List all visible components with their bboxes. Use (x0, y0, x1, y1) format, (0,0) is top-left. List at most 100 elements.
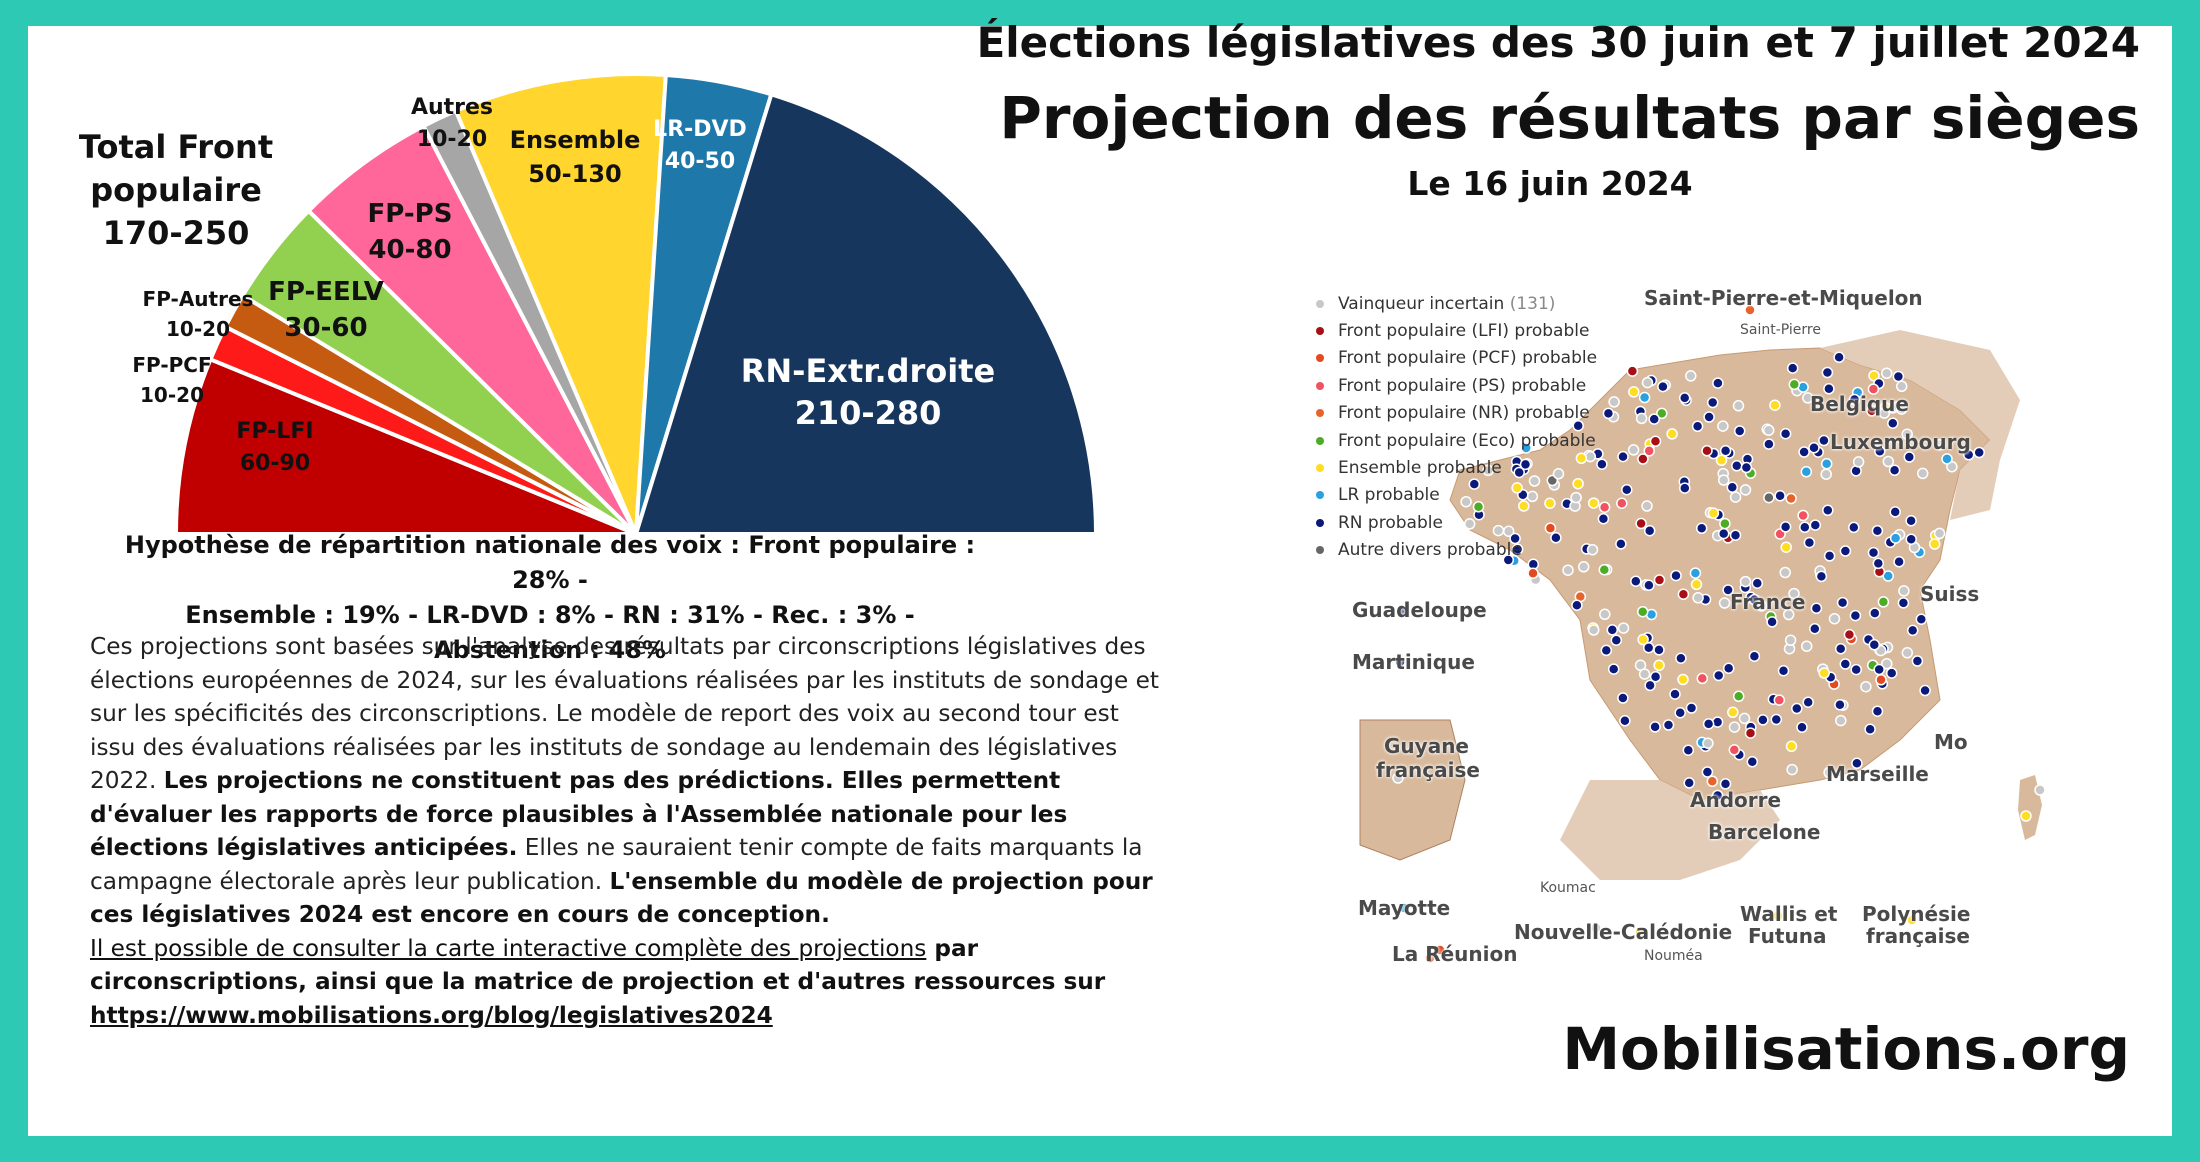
constituency-dot (1653, 574, 1666, 586)
constituency-dot (1637, 453, 1649, 465)
legend-dot-icon (1316, 546, 1324, 555)
constituency-dot (1586, 543, 1599, 556)
constituency-dot (1810, 602, 1823, 615)
constituency-dot (2020, 810, 2032, 822)
constituency-dot (1392, 772, 1404, 784)
blog-url-link[interactable]: https://www.mobilisations.org/blog/legis… (90, 1001, 773, 1029)
constituency-dot (1637, 633, 1649, 646)
constituency-dot (1691, 420, 1704, 433)
constituency-dot (1719, 778, 1732, 790)
constituency-dot (1692, 592, 1704, 604)
constituency-dot (1596, 458, 1608, 470)
legend-label: RN probable (1338, 512, 1443, 533)
constituency-dot (1822, 504, 1834, 517)
legend-label: Ensemble probable (1338, 458, 1502, 479)
desc-bold3: par circonscriptions, ainsi que la matri… (90, 934, 1106, 996)
constituency-dot (1635, 517, 1647, 530)
constituency-dot (1649, 435, 1662, 448)
constituency-dot (1888, 464, 1901, 477)
slice-label-lr-dvd: LR-DVD (653, 117, 747, 142)
constituency-dot (1791, 702, 1803, 715)
constituency-dot (1674, 707, 1686, 719)
constituency-dot (1797, 509, 1809, 522)
desc-part2: Elles ne sauraient tenir compte de faits… (90, 834, 1143, 895)
constituency-dot (1619, 715, 1631, 727)
constituency-dot (1770, 713, 1783, 726)
constituency-dot (1729, 529, 1742, 541)
constituency-dot (1685, 370, 1697, 382)
desc-bold1: Les projections ne constituent pas des p… (90, 767, 1068, 861)
legend-item-nr: Front populaire (NR) probable (1316, 400, 1597, 427)
constituency-dot (1712, 669, 1725, 682)
map-label-mayotte: Mayotte (1358, 896, 1451, 920)
constituency-dot (1731, 460, 1743, 472)
constituency-dot (1906, 624, 1919, 637)
map-label-wallis-2: Futuna (1748, 924, 1827, 948)
constituency-dot (1706, 775, 1719, 788)
legend-dot-icon (1316, 436, 1324, 445)
constituency-dot (1895, 403, 1908, 415)
constituency-dot (1906, 914, 1918, 926)
constituency-dot (1898, 585, 1910, 597)
constituency-dot (1833, 351, 1845, 364)
constituency-dot (1773, 694, 1786, 706)
constituency-dot (1702, 718, 1715, 730)
constituency-dot (1649, 671, 1662, 683)
constituency-dot (1796, 721, 1808, 733)
slice-range-fp-eelv: 30-60 (284, 313, 367, 343)
constituency-dot (1871, 524, 1884, 537)
constituency-dot (1711, 789, 1724, 802)
constituency-dot (1779, 427, 1792, 440)
constituency-dot (1616, 497, 1628, 510)
map-label-noumea: Nouméa (1644, 948, 1703, 964)
map-label-barcelone: Barcelone (1708, 820, 1821, 844)
legend-item-other: Autre divers probable (1316, 537, 1597, 564)
constituency-dot (1641, 500, 1653, 512)
map-label-martinique: Martinique (1352, 650, 1475, 674)
constituency-dot (1643, 579, 1655, 592)
constituency-dot (1901, 647, 1914, 659)
constituency-dot (1695, 522, 1708, 535)
legend-label: Front populaire (NR) probable (1338, 403, 1590, 424)
constituency-dot (1511, 543, 1524, 556)
constituency-dot (1643, 445, 1655, 457)
constituency-dot (1774, 490, 1786, 502)
constituency-dot (1808, 442, 1820, 454)
constituency-dot (1779, 521, 1792, 533)
legend-item-ensemble: Ensemble probable (1316, 454, 1597, 481)
desc-bold2: L'ensemble du modèle de projection pour … (90, 867, 1153, 929)
constituency-dot (1788, 378, 1801, 391)
constituency-dot (1834, 642, 1847, 655)
constituency-dot (1607, 663, 1620, 675)
legend-dot-icon (1316, 299, 1324, 308)
title-date: Le 16 juin 2024 (1407, 164, 1693, 203)
interactive-map-link-text[interactable]: Il est possible de consulter la carte in… (90, 934, 927, 962)
constituency-dot (1608, 396, 1620, 408)
constituency-dot (1821, 366, 1834, 379)
constituency-dot (1587, 497, 1600, 509)
constituency-dot (1638, 668, 1651, 680)
map-label-koumac: Koumac (1540, 880, 1596, 896)
constituency-dot (1656, 407, 1668, 420)
constituency-dot (1598, 501, 1611, 513)
map-label-polynesie-1: Polynésie (1862, 902, 1971, 926)
constituency-dot (1712, 377, 1724, 389)
constituency-dot (1763, 491, 1775, 504)
constituency-dot (1572, 419, 1584, 432)
constituency-dot (1748, 593, 1761, 606)
legend-item-uncertain: Vainqueur incertain (131) (1316, 290, 1597, 317)
constituency-dot (1848, 521, 1860, 534)
legend-item-ps: Front populaire (PS) probable (1316, 372, 1597, 399)
map-label-marseille: Marseille (1826, 762, 1929, 786)
constituency-dot (1626, 365, 1639, 377)
constituency-dot (1872, 557, 1885, 570)
constituency-dot (1916, 467, 1929, 480)
map-label-guyane-1: Guyane (1384, 734, 1469, 758)
constituency-dot (1703, 411, 1715, 423)
constituency-dot (1572, 477, 1584, 490)
constituency-dot (1874, 445, 1886, 458)
constituency-dot (1641, 376, 1654, 389)
constituency-dot (1889, 532, 1902, 544)
constituency-dot (1677, 588, 1690, 600)
constituency-dot (1519, 458, 1532, 471)
